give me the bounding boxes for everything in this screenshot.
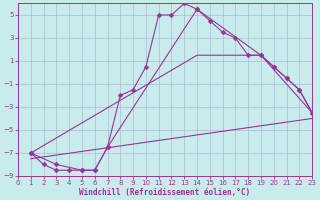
X-axis label: Windchill (Refroidissement éolien,°C): Windchill (Refroidissement éolien,°C) <box>79 188 251 197</box>
